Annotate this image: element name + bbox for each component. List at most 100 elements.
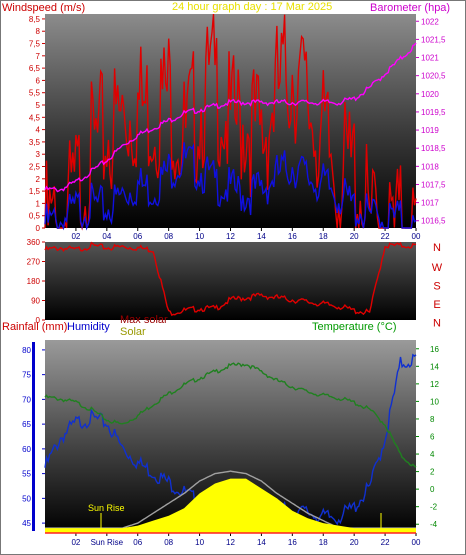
rain-x-tick-label: 10 bbox=[195, 538, 204, 547]
wind-y-tick-label: 0 bbox=[36, 224, 41, 233]
wind-x-tick-label: 22 bbox=[381, 232, 390, 241]
temperature-y-tick-label: -2 bbox=[430, 503, 438, 512]
direction-y-tick-label: 180 bbox=[27, 277, 41, 286]
wind-x-tick-label: 20 bbox=[350, 232, 359, 241]
wind-x-tick-label: 10 bbox=[195, 232, 204, 241]
temperature-axis-title: Temperature (°C) bbox=[312, 321, 396, 333]
graph-title: 24 hour graph day : 17 Mar 2025 bbox=[172, 1, 332, 13]
wind-y-tick-label: 1 bbox=[36, 199, 41, 208]
series-wind_avg-line bbox=[44, 142, 417, 231]
compass-letter: S bbox=[433, 281, 440, 293]
compass-letter: N bbox=[433, 242, 441, 254]
rain-x-tick-label: 20 bbox=[350, 538, 359, 547]
wind-x-tick-label: 02 bbox=[71, 232, 80, 241]
barometer-y-tick-label: 1020 bbox=[421, 90, 439, 99]
temperature-y-tick-label: 0 bbox=[430, 485, 435, 494]
wind-y-tick-label: 7 bbox=[36, 52, 41, 61]
temperature-y-tick-label: 16 bbox=[430, 345, 439, 354]
barometer-y-tick-label: 1017 bbox=[421, 199, 439, 208]
wind-y-tick-label: 1,5 bbox=[29, 187, 41, 196]
direction-panel-background bbox=[45, 242, 416, 320]
temperature-y-tick-label: 14 bbox=[430, 362, 439, 371]
barometer-y-tick-label: 1022 bbox=[421, 17, 439, 26]
wind-x-tick-label: 14 bbox=[257, 232, 266, 241]
rain-x-tick-label: 14 bbox=[257, 538, 266, 547]
direction-y-tick-label: 90 bbox=[31, 297, 40, 306]
wind-y-tick-label: 4,5 bbox=[29, 113, 41, 122]
wind-y-tick-label: 3,5 bbox=[29, 138, 41, 147]
compass-letter: E bbox=[433, 299, 440, 311]
temperature-y-tick-label: 4 bbox=[430, 450, 435, 459]
wind-y-tick-label: 3 bbox=[36, 150, 41, 159]
series-temperature-line bbox=[44, 362, 417, 468]
solar-label: Solar bbox=[120, 326, 146, 338]
compass-letter: W bbox=[432, 262, 443, 274]
max-solar-label: Max solar bbox=[120, 314, 168, 326]
temperature-y-tick-label: 2 bbox=[430, 468, 435, 477]
wind-x-tick-label: 18 bbox=[319, 232, 328, 241]
barometer-y-tick-label: 1020,5 bbox=[421, 72, 446, 81]
barometer-y-tick-label: 1021 bbox=[421, 54, 439, 63]
wind-x-tick-label: 00 bbox=[412, 232, 421, 241]
rain-x-tick-label: 12 bbox=[226, 538, 235, 547]
barometer-y-tick-label: 1018 bbox=[421, 162, 439, 171]
wind-y-tick-label: 2 bbox=[36, 175, 41, 184]
wind-y-tick-label: 8,5 bbox=[29, 15, 41, 24]
windspeed-axis-title: Windspeed (m/s) bbox=[2, 2, 85, 14]
sun-rise-annotation: Sun Rise bbox=[88, 503, 125, 513]
humidity-y-tick-label: 65 bbox=[22, 420, 31, 429]
barometer-y-tick-label: 1018,5 bbox=[421, 144, 446, 153]
humidity-y-tick-label: 50 bbox=[22, 494, 31, 503]
humidity-y-tick-label: 70 bbox=[22, 395, 31, 404]
wind-x-tick-label: 08 bbox=[164, 232, 173, 241]
wind-y-tick-label: 6 bbox=[36, 76, 41, 85]
series-barometer-line bbox=[44, 42, 417, 193]
barometer-y-tick-label: 1017,5 bbox=[421, 180, 446, 189]
wind-y-tick-label: 0,5 bbox=[29, 212, 41, 221]
rain-x-tick-label: 22 bbox=[381, 538, 390, 547]
wind-x-tick-label: 06 bbox=[133, 232, 142, 241]
compass-letter: N bbox=[433, 318, 441, 330]
data-series bbox=[44, 13, 417, 534]
barometer-y-tick-label: 1019 bbox=[421, 126, 439, 135]
wind-y-tick-label: 4 bbox=[36, 126, 41, 135]
series-solar-area bbox=[45, 478, 416, 533]
humidity-y-tick-label: 80 bbox=[22, 346, 31, 355]
rain-x-tick-label: 06 bbox=[133, 538, 142, 547]
rain-x-tick-label: 00 bbox=[412, 538, 421, 547]
direction-y-tick-label: 0 bbox=[36, 316, 41, 325]
rain-x-tick-label: 18 bbox=[319, 538, 328, 547]
barometer-y-tick-label: 1016,5 bbox=[421, 217, 446, 226]
humidity-y-tick-label: 45 bbox=[22, 519, 31, 528]
wind-x-tick-label: 12 bbox=[226, 232, 235, 241]
series-wind_gust-line bbox=[44, 13, 417, 231]
rain-x-tick-label: Sun Rise bbox=[91, 538, 124, 547]
temperature-y-tick-label: 8 bbox=[430, 415, 435, 424]
rainfall-axis-bar bbox=[32, 342, 35, 531]
temperature-y-tick-label: 12 bbox=[430, 380, 439, 389]
temperature-y-tick-label: 6 bbox=[430, 433, 435, 442]
rain-x-tick-label: 08 bbox=[164, 538, 173, 547]
humidity-y-tick-label: 75 bbox=[22, 371, 31, 380]
wind-x-tick-label: 04 bbox=[102, 232, 111, 241]
temperature-y-tick-label: 10 bbox=[430, 397, 439, 406]
wind-y-tick-label: 5,5 bbox=[29, 89, 41, 98]
rain-x-tick-label: 02 bbox=[71, 538, 80, 547]
barometer-axis-title: Barometer (hpa) bbox=[370, 2, 450, 14]
humidity-axis-title: Humidity bbox=[67, 321, 110, 333]
barometer-y-tick-label: 1021,5 bbox=[421, 35, 446, 44]
wind-y-tick-label: 7,5 bbox=[29, 40, 41, 49]
wind-x-tick-label: 16 bbox=[288, 232, 297, 241]
wind-y-tick-label: 6,5 bbox=[29, 64, 41, 73]
direction-y-tick-label: 270 bbox=[27, 258, 41, 267]
series-direction-line bbox=[44, 241, 417, 317]
temperature-y-tick-label: -4 bbox=[430, 520, 438, 529]
wind-panel-background bbox=[45, 14, 416, 228]
axis-ticks: 00,511,522,533,544,555,566,577,588,51016… bbox=[22, 15, 446, 547]
rainfall-axis-title: Rainfall (mm) bbox=[2, 321, 67, 333]
humidity-y-tick-label: 55 bbox=[22, 470, 31, 479]
direction-y-tick-label: 360 bbox=[27, 238, 41, 247]
